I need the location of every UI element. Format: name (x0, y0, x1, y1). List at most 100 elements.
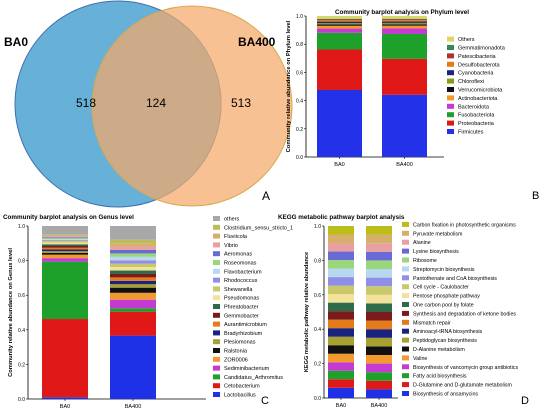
venn-circle-ba400 (91, 5, 293, 207)
legend-swatch (402, 319, 409, 325)
legend-swatch (402, 293, 409, 299)
legend-swatch (447, 95, 454, 101)
bar-segment (328, 234, 354, 244)
legend-label: Mismatch repair (413, 320, 451, 326)
legend-label: Clostridium_sensu_stricto_1 (224, 225, 293, 231)
bar-segment (366, 312, 392, 321)
bar-segment (42, 319, 88, 398)
legend-swatch (213, 348, 220, 353)
bar-segment (328, 251, 354, 261)
bar-segment (382, 58, 427, 95)
legend-swatch (447, 61, 454, 67)
bar-segment (317, 19, 362, 21)
bar-segment (110, 284, 156, 288)
bar-segment (317, 21, 362, 23)
bar-segment (42, 242, 88, 245)
legend-swatch (213, 304, 220, 309)
legend-label: Phreatobacter (224, 305, 259, 311)
legend-swatch (447, 87, 454, 92)
y-tick-label: 0.0 (296, 155, 303, 161)
legend-label: Cell cycle - Caulobacter (413, 285, 469, 291)
venn-count-shared: 124 (146, 96, 166, 110)
legend-label: One carbon pool by folate (413, 303, 474, 309)
legend-label: ZOR0006 (224, 357, 248, 363)
legend-swatch (213, 242, 220, 248)
bar-segment (328, 362, 354, 371)
legend-swatch (213, 383, 220, 389)
bar-segment (42, 247, 88, 250)
bar-segment (366, 329, 392, 338)
legend-label: Ralstonia (224, 349, 248, 355)
legend-label: D-Alanine metabolism (413, 347, 465, 353)
legend-label: Pyruvate metabolism (413, 231, 463, 237)
panel-label: D (521, 395, 529, 407)
x-tick-label: BA0 (334, 162, 344, 168)
legend-label: Cetobacterium (224, 384, 260, 390)
y-tick-label: 0.0 (18, 397, 25, 403)
legend-swatch (447, 45, 454, 50)
legend-label: Fluviicola (224, 234, 248, 240)
bar-segment (42, 245, 88, 248)
bar-segment (366, 277, 392, 287)
legend-label: Actinobacteriota (458, 96, 498, 102)
legend-swatch (402, 275, 409, 281)
bar-segment (42, 239, 88, 240)
legend-label: Others (458, 37, 475, 43)
venn-count-only-ba0: 518 (76, 96, 96, 110)
bar-segment (110, 260, 156, 264)
bar-segment (382, 16, 427, 19)
legend-swatch (402, 302, 409, 307)
legend-label: Valine (413, 356, 427, 362)
chart-title: KEGG metabolic pathway barplot analysis (278, 214, 405, 221)
legend-swatch (213, 374, 220, 380)
bar-segment (42, 252, 88, 255)
stacked-bar-panel: Community barplot analysis on Phylum lev… (286, 9, 539, 202)
legend-label: Bradyrhizobium (224, 331, 263, 337)
y-tick-label: 0.8 (18, 259, 25, 265)
legend-label: Shewanella (224, 287, 253, 293)
legend-label: Biosynthesis of vancomycin group antibio… (413, 365, 518, 371)
legend-label: Chloroflexi (458, 79, 484, 85)
panel-label: B (532, 190, 539, 202)
bar-segment (382, 22, 427, 25)
bar-segment (110, 239, 156, 244)
bar-segment (42, 261, 88, 320)
bar-segment (110, 292, 156, 300)
bar-segment (42, 237, 88, 239)
bar-segment (42, 254, 88, 259)
panel-label: A (262, 189, 270, 203)
bar-segment (366, 389, 392, 398)
y-tick-label: 0.4 (18, 328, 25, 334)
bar-segment (42, 251, 88, 253)
legend-label: Verrucomicrobiota (458, 88, 503, 94)
legend-swatch (213, 339, 220, 345)
legend-swatch (402, 248, 409, 254)
y-axis-label: KEGG metabolic pathway relative abundanc… (304, 252, 310, 372)
bar-segment (366, 320, 392, 330)
bar-segment (317, 49, 362, 90)
bar-segment (328, 260, 354, 269)
legend-swatch (447, 112, 454, 118)
legend-label: Vibrio (224, 243, 238, 249)
bar-segment (42, 249, 88, 252)
bar-segment (42, 238, 88, 240)
bar-segment (366, 243, 392, 252)
bar-segment (110, 270, 156, 274)
legend-label: Carbon fixation in photosynthetic organi… (413, 222, 516, 228)
bar-segment (42, 258, 88, 262)
bar-segment (382, 18, 427, 20)
bar-segment (328, 328, 354, 337)
chart-title: Community barplot analysis on Genus leve… (3, 214, 134, 221)
legend-swatch (402, 310, 409, 316)
x-tick-label: BA400 (396, 162, 413, 168)
y-tick-label: 0.2 (314, 362, 321, 368)
bar-segment (328, 379, 354, 388)
bar-segment (366, 303, 392, 312)
legend-swatch (447, 120, 454, 126)
bar-segment (317, 28, 362, 33)
legend-swatch (213, 216, 220, 221)
bar-segment (42, 239, 88, 241)
bar-segment (42, 226, 88, 235)
legend-label: D-Glutamine and D-glutamate metabolism (413, 383, 513, 389)
legend-label: Gemmobacter (224, 313, 259, 319)
